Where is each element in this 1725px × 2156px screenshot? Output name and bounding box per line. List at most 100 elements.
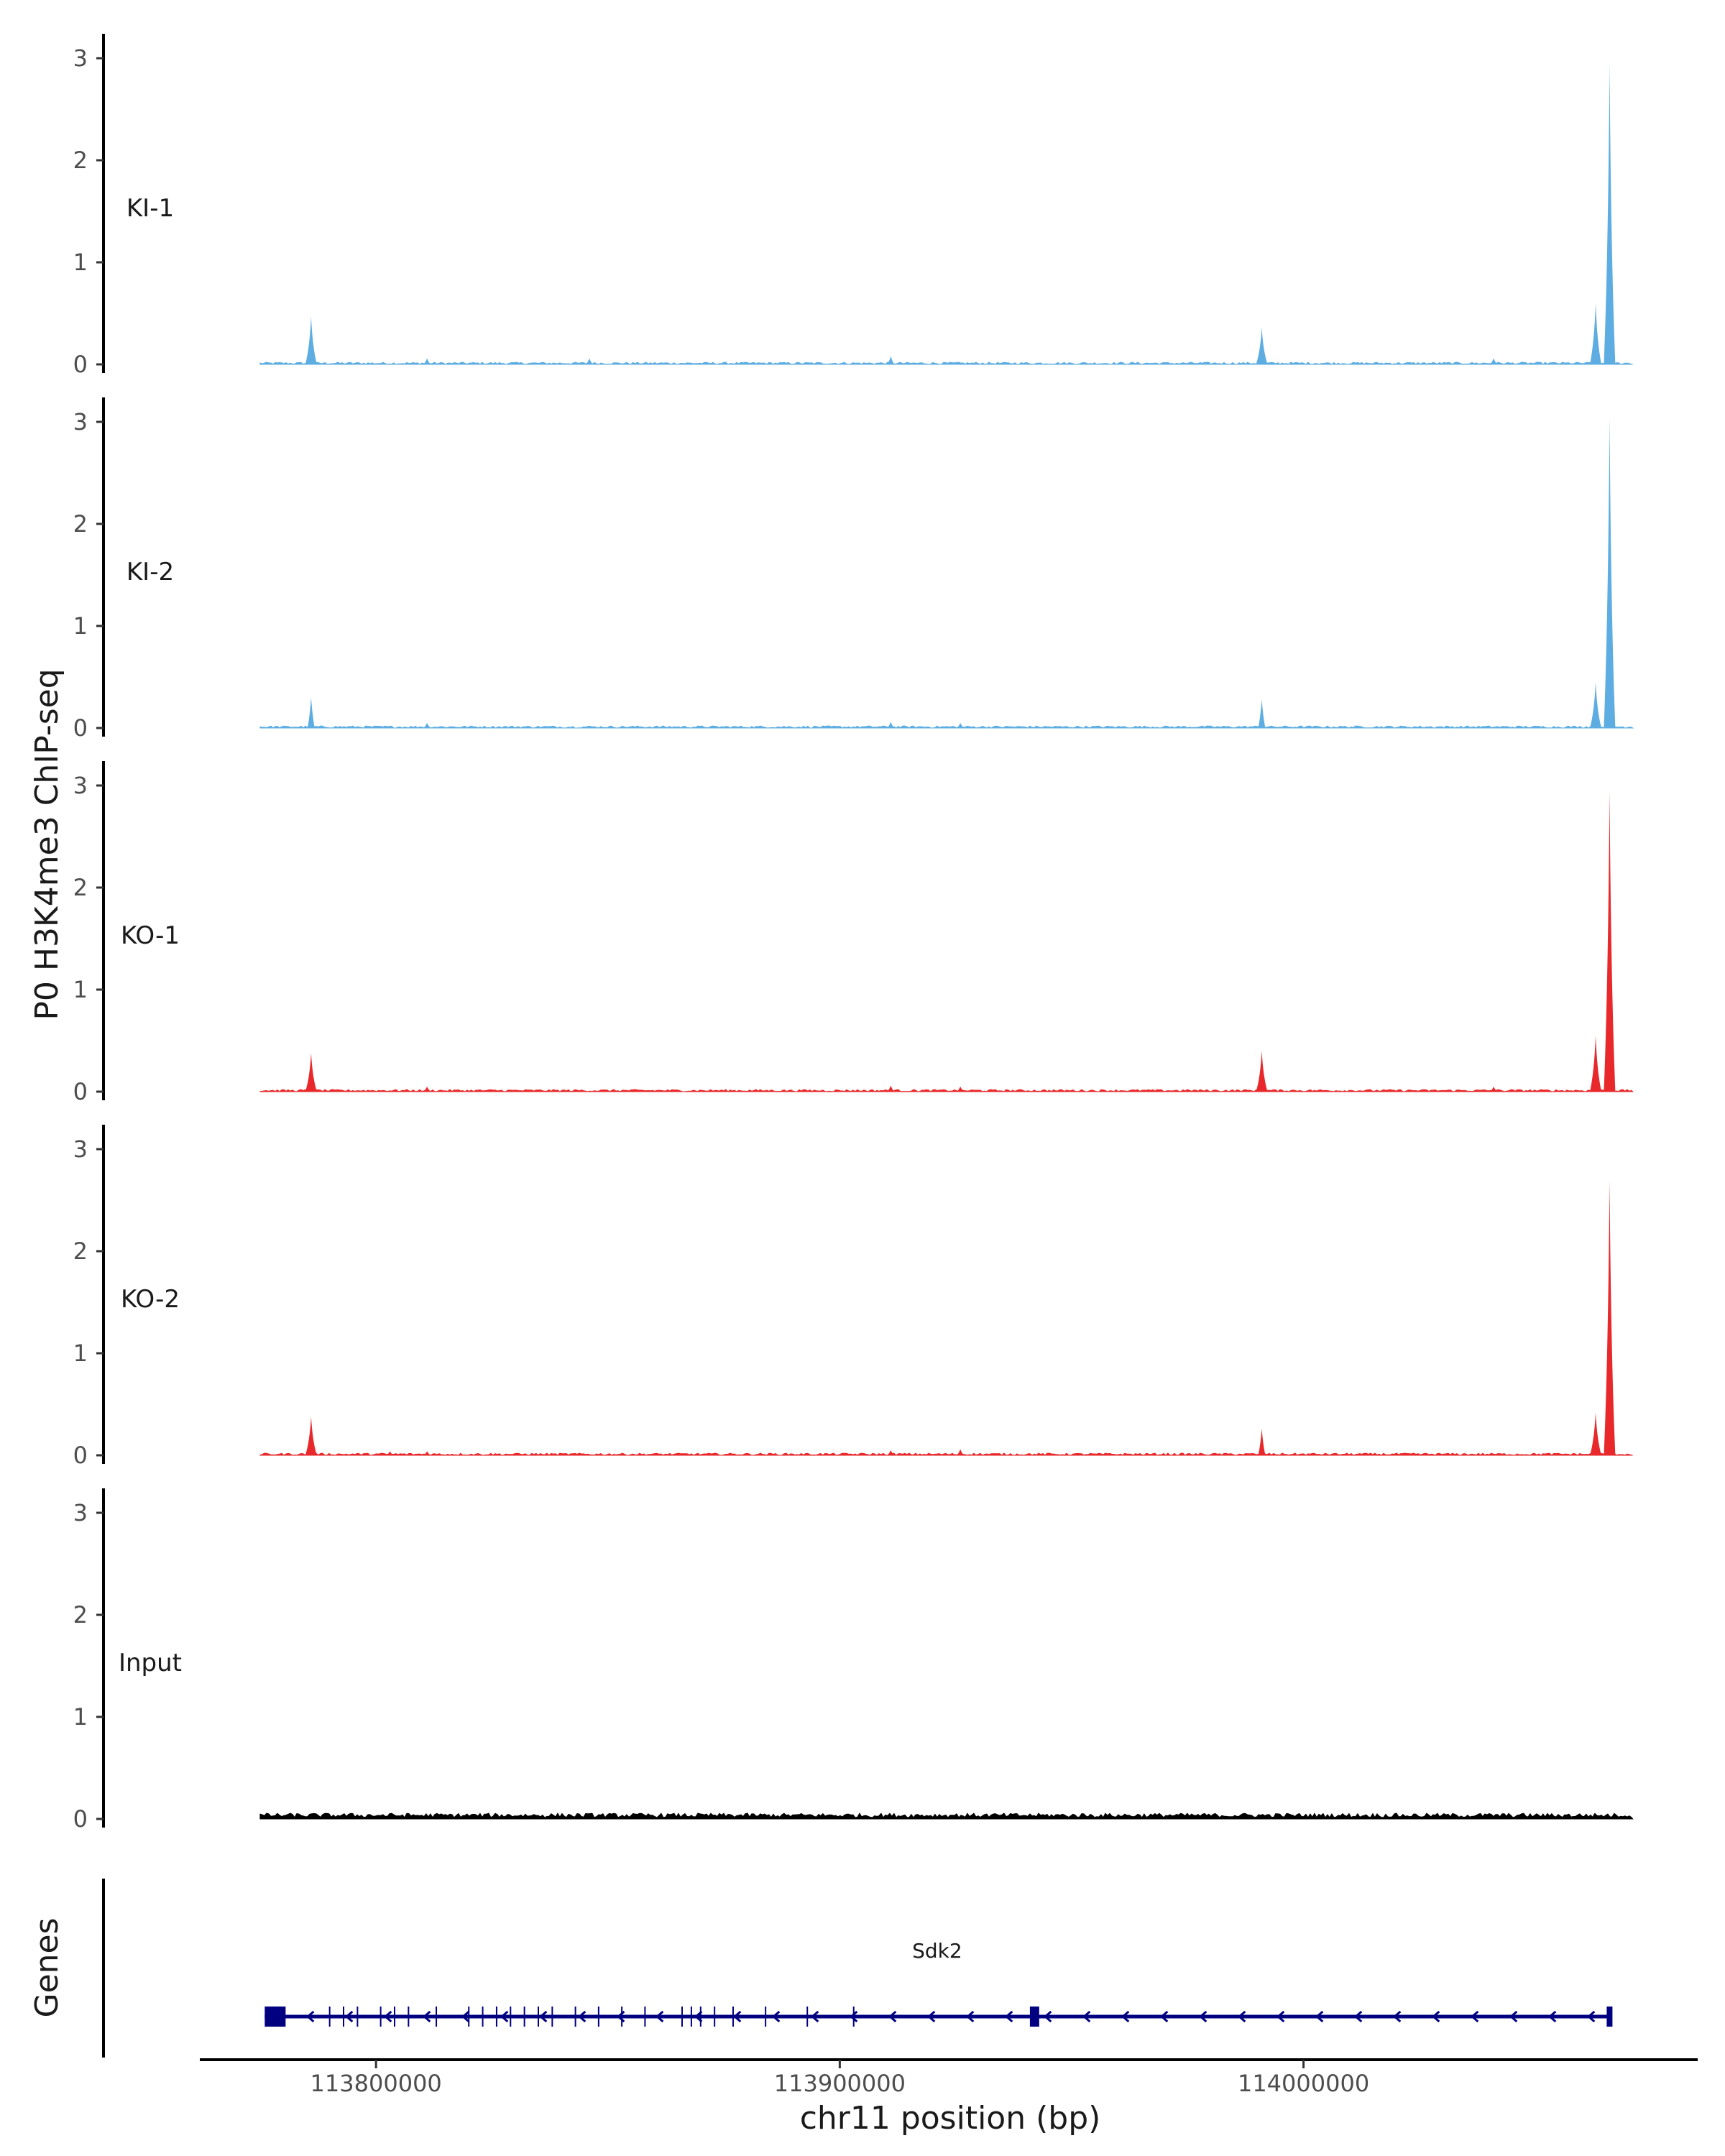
signal-peak [1256, 327, 1268, 364]
signal-peak [887, 356, 895, 364]
signal-baseline [259, 1452, 1633, 1456]
y-tick-label: 0 [73, 351, 88, 378]
track-label: KI-2 [126, 558, 174, 586]
signal-peak [386, 1451, 394, 1455]
strand-arrow [811, 2010, 819, 2023]
y-tick-label: 0 [73, 1078, 88, 1105]
strand-arrow [1393, 2010, 1402, 2023]
y-tick-label: 3 [73, 45, 88, 72]
signal-peak [1490, 358, 1498, 364]
gene-exon-large [1029, 2007, 1039, 2027]
signal-peak [957, 722, 965, 728]
genes-track-label: Genes [29, 1917, 65, 2017]
y-tick-label: 2 [73, 510, 88, 538]
strand-arrow [539, 2010, 548, 2023]
strand-arrow [423, 2010, 431, 2023]
strand-arrow [1276, 2010, 1285, 2023]
signal-peak [1604, 1179, 1616, 1455]
strand-arrow [1082, 2010, 1091, 2023]
strand-arrow [850, 2010, 858, 2023]
y-tick-label: 2 [73, 1601, 88, 1628]
signal-peak [887, 722, 895, 728]
track-label: Input [119, 1649, 182, 1677]
gene-end-exon [1606, 2007, 1613, 2027]
signal-peak [1490, 1086, 1498, 1092]
strand-arrow [1509, 2010, 1518, 2023]
strand-arrow [578, 2010, 586, 2023]
signal-peak [887, 1085, 895, 1092]
x-tick-label: 113800000 [310, 2070, 442, 2097]
signal-peak [1604, 791, 1616, 1092]
signal-peak [1590, 1035, 1602, 1092]
y-tick-label: 1 [73, 1703, 88, 1731]
y-tick-label: 3 [73, 1135, 88, 1163]
y-tick-label: 3 [73, 1499, 88, 1526]
signal-peak [1590, 303, 1602, 364]
signal-peak [305, 1053, 317, 1092]
gene-exon-large [264, 2007, 286, 2027]
strand-arrow [888, 2010, 897, 2023]
strand-arrow [1160, 2010, 1169, 2023]
signal-peak [1590, 682, 1602, 728]
y-axis-title: P0 H3K4me3 ChIP-seq [29, 668, 65, 1020]
strand-arrow [461, 2010, 470, 2023]
strand-arrow [772, 2010, 781, 2023]
signal-peak [423, 722, 431, 728]
track-ki-2: 0 1 2 3 KI-2 [73, 397, 1634, 742]
gene-name-label: Sdk2 [912, 1939, 962, 1963]
y-tick-label: 3 [73, 772, 88, 799]
signal-peak [957, 1449, 965, 1455]
strand-arrow [656, 2010, 664, 2023]
y-tick-label: 1 [73, 612, 88, 640]
signal-peak [423, 1451, 431, 1455]
signal-baseline [259, 1812, 1634, 1820]
track-ki-1: 0 1 2 3 KI-1 [73, 34, 1633, 378]
strand-arrow [1587, 2010, 1596, 2023]
signal-peak [957, 1086, 965, 1092]
signal-peak [305, 1416, 317, 1455]
signal-peak [1258, 699, 1266, 728]
x-axis-title: chr11 position (bp) [800, 2100, 1101, 2137]
signal-peak [585, 358, 593, 364]
signal-peak [305, 316, 317, 364]
track-label: KO-2 [121, 1285, 180, 1314]
x-axis: 113800000 113900000 114000000 [200, 2058, 1698, 2097]
x-tick-label: 114000000 [1238, 2070, 1369, 2097]
signal-tracks: 0 1 2 3 KI-1 0 1 2 3 KI-2 0 1 2 3 KO-1 0 1 2 3 KO-2 0 1 2 3 Inpu… [73, 34, 1634, 1833]
track-ko-1: 0 1 2 3 KO-1 [73, 761, 1634, 1105]
strand-arrow [1471, 2010, 1479, 2023]
y-tick-label: 2 [73, 147, 88, 174]
x-tick-label: 113900000 [774, 2070, 906, 2097]
strand-arrow [1315, 2010, 1324, 2023]
y-tick-label: 0 [73, 714, 88, 742]
signal-peak [423, 1086, 431, 1092]
strand-arrow [1005, 2010, 1013, 2023]
strand-arrow [345, 2010, 354, 2023]
signal-peak [1258, 1429, 1266, 1455]
genes-track: Genes Sdk2 [29, 1879, 1613, 2058]
strand-arrow [927, 2010, 936, 2023]
strand-arrow [500, 2010, 509, 2023]
strand-arrow [384, 2010, 392, 2023]
track-label: KO-1 [121, 921, 180, 950]
y-tick-label: 1 [73, 1340, 88, 1367]
y-tick-label: 0 [73, 1805, 88, 1833]
y-tick-label: 0 [73, 1442, 88, 1469]
y-tick-label: 2 [73, 1238, 88, 1265]
y-tick-label: 1 [73, 976, 88, 1003]
y-tick-label: 3 [73, 408, 88, 436]
strand-arrow [1121, 2010, 1130, 2023]
strand-arrow [1238, 2010, 1246, 2023]
signal-peak [1604, 416, 1616, 728]
signal-baseline [259, 361, 1633, 365]
track-input: 0 1 2 3 Input [73, 1488, 1634, 1833]
signal-peak [423, 358, 431, 364]
track-ko-2: 0 1 2 3 KO-2 [73, 1125, 1633, 1469]
y-tick-label: 1 [73, 249, 88, 276]
signal-baseline [259, 1089, 1634, 1092]
signal-peak [887, 1450, 895, 1455]
strand-arrow [733, 2010, 742, 2023]
strand-arrow [1044, 2010, 1052, 2023]
signal-peak [1256, 1051, 1268, 1092]
